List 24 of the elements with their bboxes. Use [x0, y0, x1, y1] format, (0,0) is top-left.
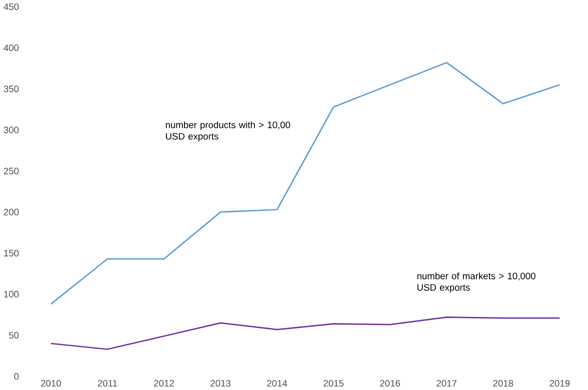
y-tick-label: 450: [4, 3, 19, 10]
text: number of markets > 10,000 USD exports: [417, 272, 536, 293]
y-tick-label: 300: [4, 126, 19, 134]
x-tick-label: 2012: [154, 380, 174, 387]
y-tick-label: 0: [14, 373, 19, 380]
x-tick-label: 2019: [550, 380, 570, 387]
line-series: [50, 316, 560, 350]
line-series: [50, 62, 560, 305]
y-tick-label: 50: [9, 332, 19, 339]
x-tick-label: 2015: [324, 380, 344, 387]
x-tick-label: 2011: [98, 380, 118, 387]
y-tick-label: 350: [4, 86, 19, 92]
x-tick-label: 2013: [210, 380, 230, 387]
x-tick-label: 2017: [436, 380, 456, 387]
x-tick-label: 2010: [41, 380, 61, 387]
x-tick-label: 2018: [493, 380, 514, 387]
y-tick-label: 150: [4, 250, 19, 256]
text: number products with > 10,00 USD exports: [166, 121, 290, 142]
y-tick-label: 100: [4, 290, 19, 298]
x-tick-label: 2016: [380, 380, 400, 387]
y-tick-label: 250: [4, 168, 19, 174]
y-tick-label: 400: [4, 44, 19, 52]
x-tick-label: 2014: [267, 380, 288, 387]
y-tick-label: 200: [4, 208, 19, 216]
